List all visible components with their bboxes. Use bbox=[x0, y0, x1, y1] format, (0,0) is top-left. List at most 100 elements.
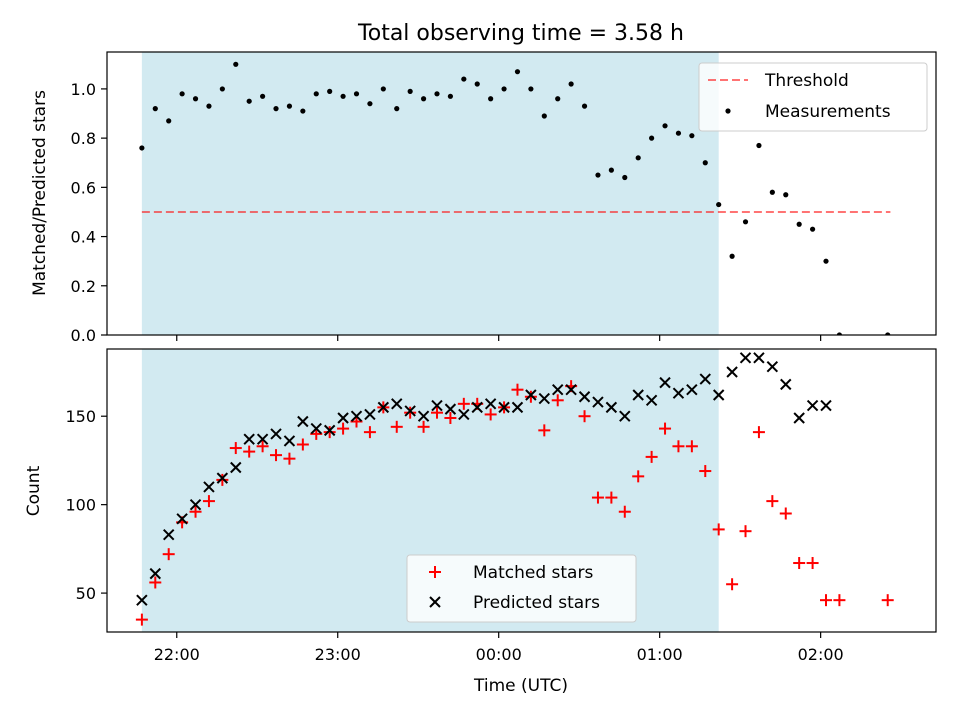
x-tick-label: 01:00 bbox=[637, 645, 683, 664]
predicted-star-point bbox=[605, 401, 618, 414]
predicted-star-point bbox=[632, 389, 644, 401]
measurement-point bbox=[836, 332, 843, 335]
measurement-point bbox=[823, 258, 829, 264]
predicted-star-point bbox=[793, 412, 805, 424]
measurement-point bbox=[796, 221, 802, 227]
predicted-star-point bbox=[766, 360, 779, 373]
predicted-star-point bbox=[270, 428, 282, 440]
measurement-point bbox=[380, 86, 386, 92]
measurement-point bbox=[206, 103, 212, 109]
measurement-point bbox=[340, 93, 346, 99]
matched-star-point bbox=[162, 548, 175, 561]
matched-star-point bbox=[270, 449, 283, 462]
matched-star-point bbox=[363, 426, 376, 439]
measurement-point bbox=[662, 123, 668, 129]
x-tick-label: 02:00 bbox=[798, 645, 844, 664]
matched-star-point bbox=[202, 495, 215, 508]
matched-star-point bbox=[417, 420, 430, 433]
matched-star-point bbox=[296, 438, 309, 451]
predicted-star-point bbox=[820, 399, 832, 412]
matched-star-point bbox=[337, 422, 350, 435]
measurement-point bbox=[139, 145, 145, 151]
measurement-point bbox=[461, 76, 467, 82]
axes-frame bbox=[106, 51, 937, 336]
matched-star-point bbox=[833, 594, 846, 607]
matched-star-point bbox=[806, 557, 819, 570]
matched-star-point bbox=[135, 613, 148, 626]
matched-star-point bbox=[524, 390, 537, 403]
matched-star-point bbox=[645, 450, 658, 463]
top-panel: 0.0 0.2 0.4 0.6 0.8 1.0 bbox=[71, 51, 937, 345]
measurement-point bbox=[635, 155, 641, 161]
y-tick-label: 0.6 bbox=[71, 178, 96, 197]
predicted-star-point bbox=[404, 405, 416, 417]
measurement-point bbox=[783, 192, 789, 198]
bottom-ylabel: Count bbox=[24, 465, 44, 516]
predicted-star-point bbox=[699, 373, 711, 385]
y-tick-label: 0.8 bbox=[71, 129, 96, 148]
matched-star-point bbox=[726, 578, 739, 591]
matched-star-point bbox=[430, 406, 443, 419]
measurement-point bbox=[595, 172, 601, 178]
matched-star-point bbox=[578, 410, 591, 423]
measurement-point bbox=[233, 61, 239, 67]
matched-star-point bbox=[216, 473, 229, 486]
measurement-point bbox=[649, 135, 655, 141]
measurement-point bbox=[689, 133, 695, 139]
y-tick-label: 0.4 bbox=[71, 228, 96, 247]
predicted-star-point bbox=[310, 422, 322, 435]
legend-matched-label: Matched stars bbox=[473, 563, 593, 583]
legend-matched-swatch bbox=[429, 566, 441, 578]
measurement-point bbox=[568, 81, 574, 87]
matched-star-point bbox=[511, 383, 524, 396]
legend-predicted-label: Predicted stars bbox=[473, 593, 600, 613]
legend-measurements-label: Measurements bbox=[765, 102, 891, 122]
measurement-point bbox=[179, 91, 185, 97]
measurement-point bbox=[716, 201, 722, 208]
matched-star-point bbox=[712, 523, 725, 536]
x-tick-label: 23:00 bbox=[315, 645, 361, 664]
top-legend: Threshold Measurements bbox=[698, 62, 928, 132]
predicted-star-point bbox=[686, 383, 698, 396]
matched-star-point bbox=[793, 557, 806, 570]
predicted-star-point bbox=[323, 424, 336, 437]
measurement-point bbox=[192, 96, 199, 102]
axes-frame bbox=[106, 348, 937, 633]
matched-star-point bbox=[538, 424, 551, 437]
predicted-star-point bbox=[592, 396, 604, 408]
matched-star-point bbox=[457, 397, 470, 410]
measurement-point bbox=[313, 91, 319, 97]
predicted-star-point bbox=[484, 398, 497, 410]
measurement-point bbox=[729, 253, 735, 259]
measurement-point bbox=[608, 167, 614, 173]
chart-title: Total observing time = 3.58 h bbox=[357, 21, 684, 46]
matched-star-point bbox=[256, 440, 269, 453]
measurement-point bbox=[742, 219, 749, 225]
bottom-xlabel: Time (UTC) bbox=[473, 676, 568, 696]
predicted-star-point bbox=[645, 394, 658, 407]
predicted-star-point bbox=[672, 387, 685, 399]
plot-marks bbox=[139, 61, 891, 335]
measurement-point bbox=[260, 93, 266, 99]
matched-star-point bbox=[739, 525, 752, 538]
predicted-star-point bbox=[431, 399, 443, 412]
matched-star-point bbox=[189, 505, 202, 518]
matched-star-point bbox=[605, 491, 618, 504]
measurement-point bbox=[434, 91, 440, 97]
predicted-star-point bbox=[297, 415, 309, 428]
measurement-point bbox=[246, 98, 252, 104]
predicted-star-point bbox=[753, 352, 765, 364]
measurement-point bbox=[501, 86, 507, 92]
measurement-point bbox=[286, 103, 293, 109]
matched-star-point bbox=[551, 394, 564, 407]
measurement-point bbox=[756, 142, 762, 149]
measurement-point bbox=[353, 91, 360, 97]
y-tick-label: 0.2 bbox=[71, 277, 96, 296]
predicted-star-point bbox=[806, 399, 819, 412]
matched-star-point bbox=[752, 426, 765, 439]
measurement-point bbox=[702, 160, 708, 166]
predicted-star-point bbox=[525, 389, 537, 401]
matched-star-point bbox=[699, 465, 712, 478]
predicted-star-point bbox=[176, 513, 188, 525]
